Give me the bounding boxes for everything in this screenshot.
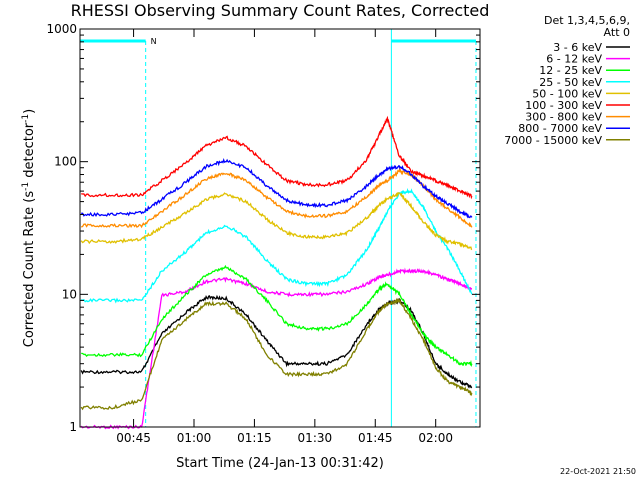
legend-label-6: 300 - 800 keV	[525, 111, 602, 124]
axis-ticks: 00:45 01:00 01:15 01:30 01:45 02:00 1 10 100 1000	[46, 22, 480, 445]
timestamp: 22-Oct-2021 21:50	[560, 467, 636, 476]
legend-header-line2: Att 0	[604, 26, 630, 39]
x-tick-label-5: 02:00	[418, 431, 453, 445]
series-line-4	[80, 191, 473, 251]
legend-label-3: 25 - 50 keV	[539, 76, 602, 89]
night-markers: N	[80, 29, 477, 427]
x-tick-label-1: 01:00	[177, 431, 212, 445]
series-line-0	[80, 294, 473, 389]
chart-title: RHESSI Observing Summary Count Rates, Co…	[71, 1, 490, 20]
night-label: N	[151, 37, 157, 46]
y-tick-label-1: 10	[62, 287, 77, 301]
plot-frame	[79, 28, 481, 428]
legend-header-line1: Det 1,3,4,5,6,9,	[544, 14, 630, 27]
x-tick-label-4: 01:45	[358, 431, 393, 445]
x-axis-title: Start Time (24-Jan-13 00:31:42)	[176, 456, 384, 471]
series-line-8	[80, 297, 473, 411]
series-line-3	[80, 187, 473, 304]
legend-label-8: 7000 - 15000 keV	[504, 134, 602, 147]
x-tick-label-0: 00:45	[116, 431, 151, 445]
x-tick-label-3: 01:30	[298, 431, 333, 445]
y-tick-label-2: 100	[54, 155, 77, 169]
series-line-2	[81, 264, 473, 368]
series-line-5	[81, 115, 473, 200]
series-line-1	[80, 267, 473, 430]
series-line-7	[81, 158, 473, 219]
x-tick-label-2: 01:15	[237, 431, 272, 445]
y-tick-label-0: 1	[69, 420, 77, 434]
legend-label-2: 12 - 25 keV	[539, 64, 602, 77]
series-lines	[80, 115, 473, 430]
legend-label-1: 6 - 12 keV	[546, 53, 602, 66]
legend-label-4: 50 - 100 keV	[532, 87, 602, 100]
legend-label-5: 100 - 300 keV	[525, 99, 602, 112]
legend-label-7: 800 - 7000 keV	[518, 122, 602, 135]
legend-label-0: 3 - 6 keV	[553, 41, 602, 54]
y-tick-label-3: 1000	[46, 22, 77, 36]
y-axis-title: Corrected Count Rate (s-1 detector-1)	[21, 109, 37, 347]
